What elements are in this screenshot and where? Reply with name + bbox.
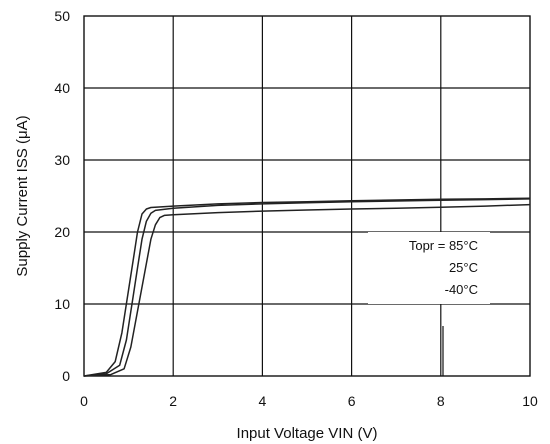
legend-line-85c: Topr = 85°C — [409, 238, 478, 253]
x-tick-labels: 0 2 4 6 8 10 — [80, 393, 538, 409]
x-axis-label: Input Voltage VIN (V) — [237, 425, 378, 442]
series-group — [83, 197, 531, 377]
y-tick-labels: 0 10 20 30 40 50 — [54, 8, 70, 384]
series-line-3 — [83, 203, 531, 377]
y-tick-label: 20 — [54, 224, 70, 240]
y-tick-label: 50 — [54, 8, 70, 24]
y-tick-label: 10 — [54, 296, 70, 312]
y-tick-label: 40 — [54, 80, 70, 96]
x-tick-label: 10 — [522, 393, 538, 409]
x-tick-label: 4 — [259, 393, 267, 409]
y-axis-label: Supply Current ISS (μA) — [14, 115, 31, 276]
legend-line-minus40c: -40°C — [445, 282, 478, 297]
x-tick-label: 8 — [437, 393, 445, 409]
plot-frame — [83, 15, 531, 377]
x-tick-label: 0 — [80, 393, 88, 409]
y-tick-label: 30 — [54, 152, 70, 168]
chart-grid — [84, 16, 530, 376]
series-line-2 — [83, 198, 531, 377]
legend-line-25c: 25°C — [449, 260, 478, 275]
legend-background — [368, 232, 490, 304]
x-tick-label: 2 — [169, 393, 177, 409]
series-line-1 — [83, 197, 531, 377]
y-tick-label: 0 — [62, 368, 70, 384]
x-tick-label: 6 — [348, 393, 356, 409]
